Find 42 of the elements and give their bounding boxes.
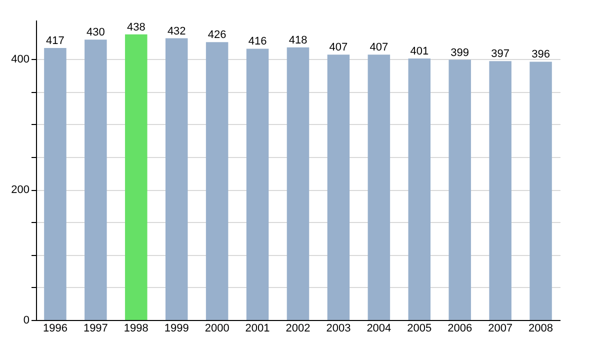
x-tick-label: 2005 (407, 322, 432, 334)
data-label: 416 (248, 36, 267, 48)
x-tick-label: 2000 (204, 322, 230, 334)
data-label: 417 (46, 35, 64, 48)
bar (327, 54, 350, 320)
bar (165, 38, 188, 320)
data-label: 396 (532, 48, 550, 61)
bar (84, 40, 107, 320)
x-tick-label: 2007 (488, 322, 513, 334)
data-label: 399 (450, 46, 470, 59)
bar (206, 42, 228, 320)
data-label: 407 (370, 42, 388, 54)
bar (44, 48, 66, 320)
x-tick-label: 2004 (366, 322, 392, 334)
x-tick-label: 1996 (42, 322, 68, 334)
x-tick-label: 2002 (286, 322, 310, 334)
x-tick-label: 1997 (83, 322, 108, 334)
x-tick-label: 2001 (245, 322, 270, 334)
data-label: 397 (491, 48, 510, 60)
bar (489, 61, 512, 320)
bar (286, 47, 310, 320)
x-tick-label: 1998 (124, 322, 148, 334)
data-label: 401 (410, 45, 429, 58)
data-label: 430 (86, 26, 105, 39)
x-tick-label: 1999 (164, 322, 189, 334)
x-tick-label: 2006 (448, 322, 472, 334)
data-label: 426 (208, 29, 226, 42)
bar (246, 48, 269, 320)
y-tick-label: 200 (11, 184, 30, 196)
data-label: 432 (167, 25, 186, 38)
data-label: 407 (329, 42, 348, 54)
data-label: 418 (288, 34, 308, 46)
y-tick-label: 400 (11, 54, 30, 66)
bar (125, 34, 148, 320)
y-tick-label: 0 (23, 314, 30, 326)
bar (530, 62, 552, 320)
bar (408, 58, 431, 320)
x-tick-label: 2003 (326, 322, 351, 334)
data-label: 438 (126, 21, 146, 34)
x-tick-label: 2008 (528, 322, 554, 334)
bar (448, 60, 471, 320)
bar (368, 54, 390, 320)
